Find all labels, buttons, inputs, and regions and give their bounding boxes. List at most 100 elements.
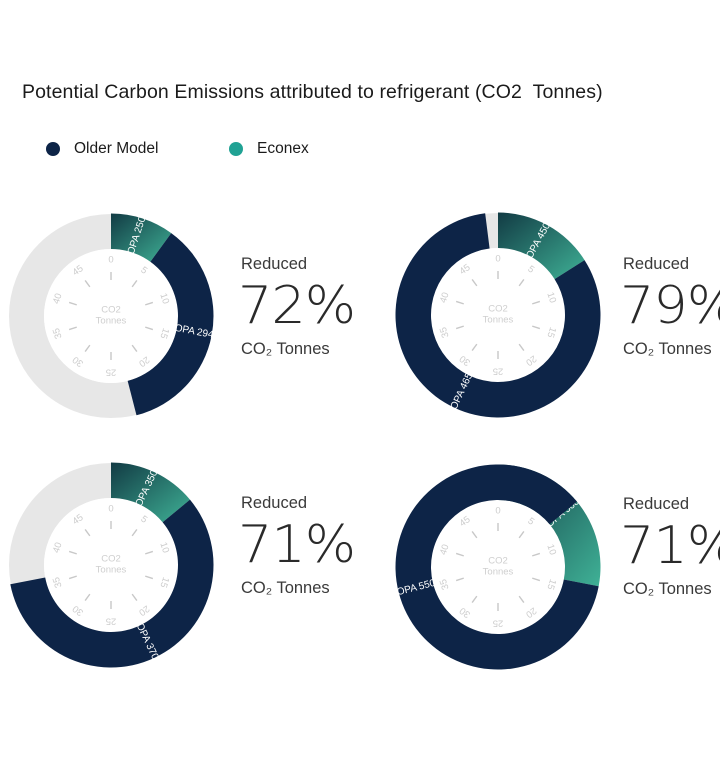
tick-label: 25 bbox=[493, 366, 504, 377]
tick-label: 5 bbox=[139, 514, 150, 526]
tick-label: 0 bbox=[108, 255, 113, 266]
tick-mark bbox=[68, 326, 77, 331]
center-label: Tonnes bbox=[483, 567, 514, 578]
stat-value: 79% bbox=[620, 275, 720, 336]
tick-mark bbox=[471, 530, 478, 539]
legend-label-econex: Econex bbox=[257, 140, 309, 157]
center-label: Tonnes bbox=[96, 316, 127, 327]
econex-segment bbox=[111, 213, 172, 262]
tick-mark bbox=[471, 595, 478, 604]
tick-mark bbox=[532, 577, 541, 582]
tick-label: 10 bbox=[544, 291, 558, 304]
tick-mark bbox=[84, 593, 91, 602]
tick-label: 15 bbox=[157, 576, 171, 589]
tick-label: 5 bbox=[526, 264, 537, 276]
tick-mark bbox=[84, 528, 91, 537]
tick-mark bbox=[532, 300, 541, 305]
tick-mark bbox=[131, 279, 138, 288]
center-label: CO2 bbox=[488, 304, 508, 315]
stat-value: 71% bbox=[620, 515, 720, 576]
tick-mark bbox=[68, 575, 77, 580]
older-model-segment bbox=[10, 499, 214, 668]
stat-block-1: Reduced 72% CO₂ Tonnes bbox=[238, 255, 356, 359]
tick-mark bbox=[68, 550, 77, 555]
tick-label: 35 bbox=[51, 576, 65, 589]
econex-segment bbox=[498, 212, 585, 280]
stat-value: 72% bbox=[238, 275, 356, 336]
legend-dot-older-model bbox=[46, 142, 60, 156]
tick-label: 40 bbox=[438, 543, 452, 556]
tick-label: 40 bbox=[438, 291, 452, 304]
tick-label: 25 bbox=[106, 616, 117, 627]
tick-mark bbox=[455, 577, 464, 582]
tick-label: 30 bbox=[71, 354, 86, 369]
older-model-segment bbox=[395, 464, 599, 670]
stat-unit: CO₂ Tonnes bbox=[623, 580, 712, 598]
center-label: Tonnes bbox=[483, 315, 514, 326]
tick-mark bbox=[518, 595, 525, 604]
stat-unit: CO₂ Tonnes bbox=[241, 579, 330, 597]
tick-mark bbox=[518, 278, 525, 287]
center-label: CO2 bbox=[101, 554, 121, 565]
tick-mark bbox=[518, 343, 525, 352]
tick-label: 30 bbox=[458, 353, 473, 368]
tick-label: 25 bbox=[106, 367, 117, 378]
tick-label: 10 bbox=[157, 292, 171, 305]
tick-mark bbox=[84, 279, 91, 288]
chart-title: Potential Carbon Emissions attributed to… bbox=[22, 81, 603, 103]
tick-label: 5 bbox=[139, 265, 150, 277]
tick-mark bbox=[471, 278, 478, 287]
tick-label: 20 bbox=[136, 603, 151, 618]
stat-label: Reduced bbox=[623, 255, 690, 273]
tick-label: 45 bbox=[71, 263, 86, 278]
tick-label: 20 bbox=[136, 354, 151, 369]
center-label: Tonnes bbox=[96, 565, 127, 576]
tick-label: 30 bbox=[71, 603, 86, 618]
tick-mark bbox=[532, 325, 541, 330]
tick-label: 25 bbox=[493, 618, 504, 629]
tick-label: 35 bbox=[438, 578, 452, 591]
stat-block-3: Reduced 71% CO₂ Tonnes bbox=[238, 494, 356, 598]
tick-mark bbox=[84, 344, 91, 353]
tick-mark bbox=[131, 528, 138, 537]
tick-mark bbox=[131, 344, 138, 353]
stat-unit: CO₂ Tonnes bbox=[241, 340, 330, 358]
tick-mark bbox=[68, 301, 77, 306]
tick-label: 45 bbox=[71, 512, 86, 527]
tick-mark bbox=[518, 530, 525, 539]
tick-label: 15 bbox=[157, 327, 171, 340]
tick-label: 10 bbox=[157, 541, 171, 554]
tick-label: 20 bbox=[523, 353, 538, 368]
stat-block-4: Reduced 71% CO₂ Tonnes bbox=[620, 495, 720, 599]
tick-label: 45 bbox=[458, 514, 473, 529]
donut-hole bbox=[44, 249, 178, 383]
tick-label: 40 bbox=[51, 292, 65, 305]
tick-label: 0 bbox=[108, 504, 113, 515]
legend-label-older-model: Older Model bbox=[74, 140, 159, 157]
legend-item-econex: Econex bbox=[229, 140, 309, 158]
stat-label: Reduced bbox=[623, 495, 690, 513]
center-label: CO2 bbox=[101, 305, 121, 316]
tick-label: 15 bbox=[544, 326, 558, 339]
tick-mark bbox=[145, 550, 154, 555]
tick-mark bbox=[455, 300, 464, 305]
stat-unit: CO₂ Tonnes bbox=[623, 340, 712, 358]
older-model-segment bbox=[395, 213, 601, 418]
donut-hole bbox=[431, 248, 565, 382]
tick-label: 45 bbox=[458, 262, 473, 277]
tick-label: 0 bbox=[495, 254, 500, 265]
stat-label: Reduced bbox=[241, 494, 308, 512]
tick-mark bbox=[145, 301, 154, 306]
tick-label: 35 bbox=[51, 327, 65, 340]
tick-label: 30 bbox=[458, 605, 473, 620]
tick-mark bbox=[471, 343, 478, 352]
legend-dot-econex bbox=[229, 142, 243, 156]
tick-mark bbox=[532, 552, 541, 557]
econex-segment bbox=[111, 462, 190, 523]
legend-item-older-model: Older Model bbox=[46, 140, 158, 158]
